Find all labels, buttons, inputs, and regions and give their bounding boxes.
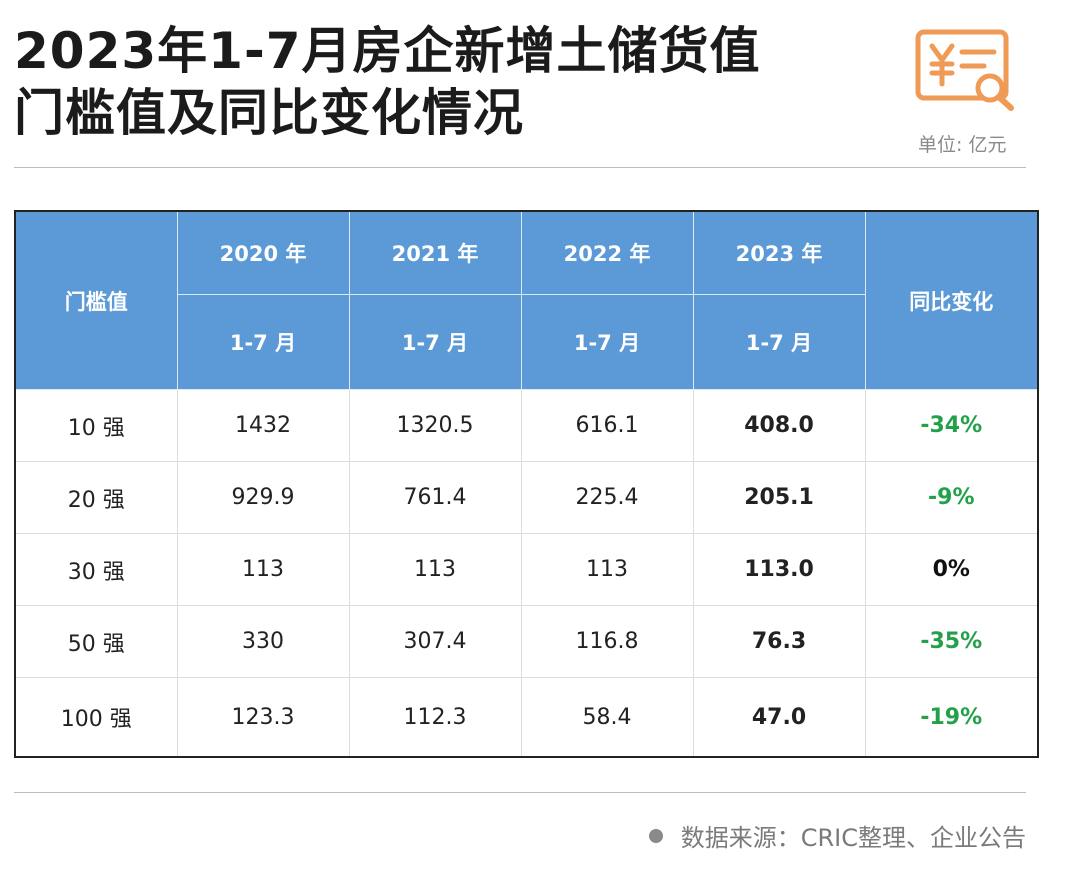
cell-yoy: -9% — [864, 461, 1039, 534]
cell-2023: 76.3 — [692, 605, 866, 678]
cell-2020: 929.9 — [176, 461, 350, 534]
header-divider — [14, 167, 1026, 168]
col-header-period-2020: 1-7 月 — [176, 294, 350, 390]
col-header-year-2022: 2022 年 — [520, 210, 694, 295]
row-label: 10 强 — [14, 389, 178, 462]
cell-2022: 616.1 — [520, 389, 694, 462]
cell-2021: 112.3 — [348, 677, 522, 758]
cell-2021: 307.4 — [348, 605, 522, 678]
col-header-period-2022: 1-7 月 — [520, 294, 694, 390]
table-row: 10 强 1432 1320.5 616.1 408.0 -34% — [14, 389, 1039, 462]
title-line-2: 门槛值及同比变化情况 — [14, 84, 524, 142]
row-label: 20 强 — [14, 461, 178, 534]
cell-yoy: -35% — [864, 605, 1039, 678]
cell-2021: 761.4 — [348, 461, 522, 534]
cell-2022: 225.4 — [520, 461, 694, 534]
table-row: 50 强 330 307.4 116.8 76.3 -35% — [14, 605, 1039, 678]
row-label: 100 强 — [14, 677, 178, 758]
row-label: 30 强 — [14, 533, 178, 606]
table-row: 20 强 929.9 761.4 225.4 205.1 -9% — [14, 461, 1039, 534]
cell-2020: 123.3 — [176, 677, 350, 758]
col-header-year-2023: 2023 年 — [692, 210, 866, 295]
row-label: 50 强 — [14, 605, 178, 678]
source-text: 数据来源：CRIC整理、企业公告 — [680, 824, 1026, 852]
threshold-table: 门槛值 2020 年 2021 年 2022 年 2023 年 同比变化 1-7… — [14, 210, 1039, 758]
cell-2020: 113 — [176, 533, 350, 606]
cell-yoy: -19% — [864, 677, 1039, 758]
col-header-period-2023: 1-7 月 — [692, 294, 866, 390]
cell-2021: 113 — [348, 533, 522, 606]
cell-2022: 113 — [520, 533, 694, 606]
cell-2021: 1320.5 — [348, 389, 522, 462]
cell-2020: 330 — [176, 605, 350, 678]
table-row: 100 强 123.3 112.3 58.4 47.0 -19% — [14, 677, 1039, 758]
col-header-threshold: 门槛值 — [14, 210, 178, 390]
cell-2023: 205.1 — [692, 461, 866, 534]
footer-divider — [14, 792, 1026, 793]
title-line-1: 2023年1-7月房企新增土储货值 — [14, 22, 761, 80]
cell-2023: 113.0 — [692, 533, 866, 606]
cell-yoy: 0% — [864, 533, 1039, 606]
bullet-dot-icon — [648, 828, 663, 843]
col-header-period-2021: 1-7 月 — [348, 294, 522, 390]
cell-yoy: -34% — [864, 389, 1039, 462]
yuan-document-search-icon — [915, 29, 1014, 111]
cell-2022: 116.8 — [520, 605, 694, 678]
table-row: 30 强 113 113 113 113.0 0% — [14, 533, 1039, 606]
source-note: 数据来源：CRIC整理、企业公告 — [648, 818, 1026, 853]
col-header-year-2020: 2020 年 — [176, 210, 350, 295]
cell-2020: 1432 — [176, 389, 350, 462]
cell-2023: 47.0 — [692, 677, 866, 758]
cell-2023: 408.0 — [692, 389, 866, 462]
col-header-yoy: 同比变化 — [864, 210, 1039, 390]
page-title: 2023年1-7月房企新增土储货值 门槛值及同比变化情况 — [14, 20, 761, 144]
cell-2022: 58.4 — [520, 677, 694, 758]
unit-label: 单位: 亿元 — [918, 134, 1007, 156]
col-header-year-2021: 2021 年 — [348, 210, 522, 295]
